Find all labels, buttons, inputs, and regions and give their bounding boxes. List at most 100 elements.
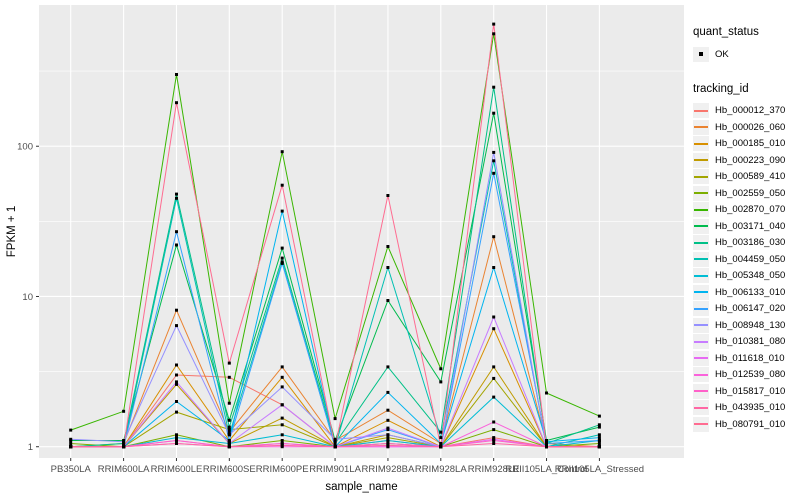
legend-label: Hb_005348_050 [715,270,786,282]
legend-title-tracking-id: tracking_id [693,82,749,95]
x-tick-label: RRIM928LE [468,464,520,475]
data-point [227,425,231,429]
legend-item-Hb_011618_010: Hb_011618_010 [693,350,800,367]
legend-key-line [694,142,708,145]
data-point [492,395,496,399]
data-point [386,436,390,440]
data-point [227,361,231,365]
legend-key-swatch [693,317,709,333]
data-point [386,426,390,430]
data-point [175,382,178,386]
data-point [333,442,337,445]
data-point [122,440,126,444]
data-point [492,315,496,319]
legend-label: Hb_003171_040 [715,220,786,232]
data-point [227,375,231,379]
data-point [175,436,178,440]
data-point [175,410,178,414]
data-point [492,376,496,380]
data-point [280,256,284,260]
x-tick-label: RRIM600LA [98,464,150,475]
data-point [227,401,231,405]
legend-item-Hb_002870_070: Hb_002870_070 [693,202,800,219]
legend-label: Hb_011618_010 [715,352,785,364]
legend-label: Hb_012539_080 [715,369,786,381]
data-point [175,363,178,367]
legend-label: Hb_003186_030 [715,237,786,249]
data-point [492,159,496,163]
data-point [492,428,496,432]
data-point [280,443,284,447]
data-point [175,308,178,312]
legend-item-ok: OK [693,46,800,63]
data-point [280,385,284,389]
legend-title-quant-status: quant_status [693,26,759,38]
data-point [439,430,443,434]
legend-key-line [694,357,708,360]
legend-label: Hb_000026_060 [715,121,786,133]
x-axis-title: sample_name [325,481,397,493]
data-point [597,433,601,437]
legend-key-swatch [693,103,709,119]
data-point [280,246,284,250]
legend-key-swatch [693,119,709,135]
data-point [175,192,178,196]
data-point [597,442,601,445]
legend-item-Hb_008948_130: Hb_008948_130 [693,317,800,334]
legend-label: Hb_010381_080 [715,336,786,348]
legend-key-line [694,324,708,327]
legend-label: Hb_043935_010 [715,402,786,414]
tracking-id-legend-items: Hb_000012_370 Hb_000026_060 Hb_000185_010 H… [693,103,800,433]
ok-point-marker [699,52,703,57]
data-point [175,442,178,445]
data-point [175,73,178,76]
legend-key-line [694,175,708,178]
legend-key-swatch [693,251,709,267]
data-point [175,373,178,377]
data-point [175,439,178,442]
legend-key-line [694,307,708,310]
data-point [280,423,284,427]
legend-label: Hb_000185_010 [715,138,786,150]
legend-label: Hb_002870_070 [715,204,786,216]
legend-item-Hb_043935_010: Hb_043935_010 [693,400,800,417]
legend-key-ok [693,46,709,62]
data-point [545,391,548,395]
data-point [597,414,601,418]
legend-key-line [694,109,708,112]
x-tick-label: RRIM928BA [362,464,415,475]
legend-key-swatch [693,383,709,399]
data-point [333,417,337,421]
legend-label: Hb_080791_010 [715,418,786,430]
plot-panel [39,5,684,458]
data-point [227,442,231,445]
data-point [492,22,496,26]
data-point [280,416,284,420]
legend-key-line [694,274,708,277]
y-axis-title: FPKM + 1 [6,206,18,257]
legend-item-Hb_080791_010: Hb_080791_010 [693,416,800,433]
data-point [333,445,337,449]
data-point [227,445,231,449]
legend-item-Hb_004459_050: Hb_004459_050 [693,251,800,268]
data-point [439,367,443,371]
data-point [280,442,284,445]
legend-key-swatch [693,202,709,218]
data-point [386,418,390,422]
legend-item-Hb_000026_060: Hb_000026_060 [693,119,800,136]
data-point [280,150,284,154]
legend-key-line [694,423,708,426]
data-point [492,171,496,175]
data-point [227,433,231,437]
data-point [386,194,390,197]
data-point [492,85,496,89]
legend-key-line [694,241,708,244]
data-point [597,425,601,429]
data-point [227,430,231,434]
legend-label: Hb_006147_020 [715,303,786,315]
legend-item-Hb_015817_010: Hb_015817_010 [693,383,800,400]
data-point [122,409,126,413]
data-point [492,436,496,440]
x-tick-label: RRII105LA_Control [505,464,587,475]
data-point [492,266,496,269]
